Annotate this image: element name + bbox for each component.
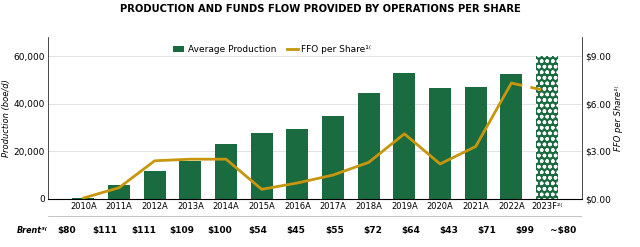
- Legend: Average Production, FFO per Share¹⁽: Average Production, FFO per Share¹⁽: [170, 41, 375, 58]
- Bar: [500, 74, 522, 199]
- Text: $80: $80: [58, 226, 76, 235]
- Text: $111: $111: [93, 226, 118, 235]
- Text: $100: $100: [207, 226, 232, 235]
- Bar: [215, 144, 237, 199]
- Text: Brent³⁽: Brent³⁽: [17, 226, 48, 235]
- Text: $111: $111: [131, 226, 156, 235]
- Y-axis label: Production (boe/d): Production (boe/d): [2, 79, 11, 157]
- Bar: [72, 198, 95, 199]
- Bar: [251, 133, 273, 199]
- Bar: [286, 129, 308, 199]
- Text: $55: $55: [325, 226, 344, 235]
- Bar: [179, 161, 202, 199]
- Text: $71: $71: [477, 226, 497, 235]
- Text: $109: $109: [169, 226, 194, 235]
- Bar: [429, 88, 451, 199]
- Bar: [358, 93, 380, 199]
- Text: PRODUCTION AND FUNDS FLOW PROVIDED BY OPERATIONS PER SHARE: PRODUCTION AND FUNDS FLOW PROVIDED BY OP…: [120, 4, 520, 14]
- Text: $64: $64: [401, 226, 420, 235]
- Text: $43: $43: [440, 226, 458, 235]
- Text: $99: $99: [516, 226, 534, 235]
- Bar: [108, 185, 130, 199]
- Y-axis label: FFO per Share¹⁽: FFO per Share¹⁽: [614, 85, 623, 151]
- Bar: [394, 73, 415, 199]
- Text: ~$80: ~$80: [550, 226, 577, 235]
- Text: $72: $72: [363, 226, 382, 235]
- Bar: [322, 116, 344, 199]
- Bar: [536, 56, 558, 199]
- Bar: [143, 171, 166, 199]
- Text: $54: $54: [248, 226, 268, 235]
- Text: $45: $45: [287, 226, 305, 235]
- Bar: [465, 87, 487, 199]
